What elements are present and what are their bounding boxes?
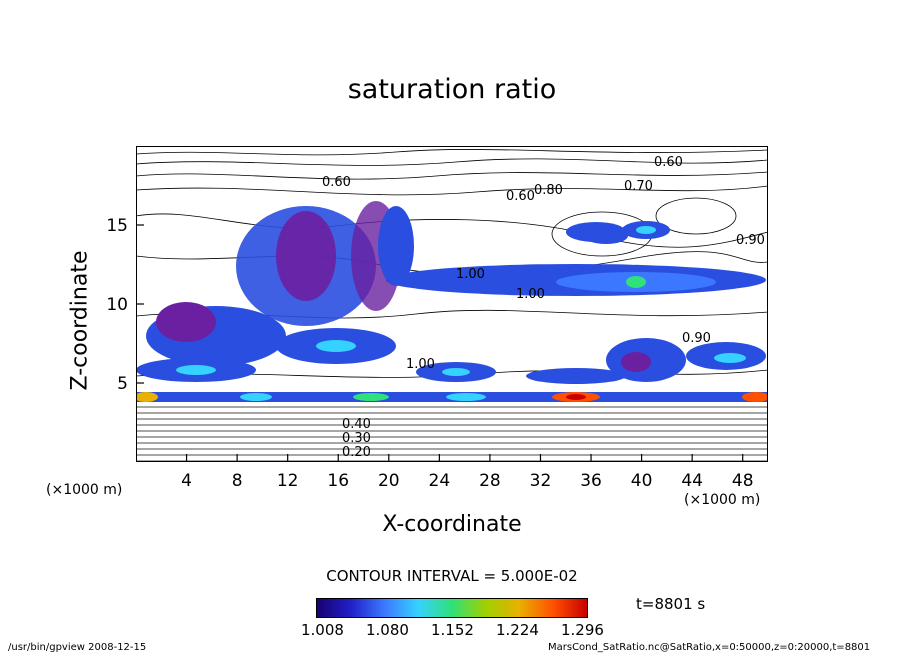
colorbar-label: 1.008 (301, 621, 344, 639)
x-tick-label: 8 (232, 471, 243, 491)
contour-labels: 0.60 0.60 0.60 0.70 0.80 0.90 1.00 1.00 … (322, 155, 765, 460)
footer-program-date: /usr/bin/gpview 2008-12-15 (8, 642, 147, 653)
contour-label: 0.60 (506, 189, 535, 204)
colorbar (316, 598, 588, 618)
time-label: t=8801 s (636, 595, 706, 613)
x-unit-label-left: (×1000 m) (46, 482, 123, 498)
y-tick-label: 10 (106, 295, 128, 315)
x-tick-label: 4 (181, 471, 192, 491)
x-tick-label: 20 (378, 471, 400, 491)
x-tick-label: 36 (580, 471, 602, 491)
contour-label: 0.60 (654, 155, 683, 170)
x-tick-label: 48 (732, 471, 754, 491)
colorbar-label: 1.152 (431, 621, 474, 639)
footer-data-source: MarsCond_SatRatio.nc@SatRatio,x=0:50000,… (548, 642, 871, 653)
x-tick-label: 12 (277, 471, 299, 491)
colorbar-label: 1.224 (496, 621, 539, 639)
x-tick-label: 16 (327, 471, 349, 491)
plot-frame (136, 146, 768, 462)
contour-label: 0.60 (322, 175, 351, 190)
x-tick-label: 32 (530, 471, 552, 491)
contour-label: 0.80 (534, 183, 563, 198)
contour-interval-text: CONTOUR INTERVAL = 5.000E-02 (326, 567, 578, 585)
y-axis-label-container: Z-coordinate (60, 251, 100, 391)
contour-label: 1.00 (406, 357, 435, 372)
chart-title: saturation ratio (347, 74, 557, 105)
contour-label: 1.00 (516, 287, 545, 302)
x-unit-label-right: (×1000 m) (684, 492, 761, 508)
contour-label: 0.20 (342, 445, 371, 460)
contour-label: 1.00 (456, 267, 485, 282)
colorbar-label: 1.296 (561, 621, 604, 639)
colorbar-label: 1.080 (366, 621, 409, 639)
x-tick-label: 24 (429, 471, 451, 491)
y-axis-label: Z-coordinate (67, 250, 93, 391)
contour-label: 0.30 (342, 431, 371, 446)
contour-label: 0.40 (342, 417, 371, 432)
contour-label: 0.90 (682, 331, 711, 346)
x-tick-label: 44 (681, 471, 703, 491)
y-tick-label: 15 (106, 216, 128, 236)
x-tick-label: 40 (631, 471, 653, 491)
x-axis-label: X-coordinate (382, 512, 522, 537)
x-tick-label: 28 (479, 471, 501, 491)
y-tick-label: 5 (117, 374, 128, 394)
plot-area: 0.60 0.60 0.60 0.70 0.80 0.90 1.00 1.00 … (136, 149, 768, 462)
contour-label: 0.90 (736, 233, 765, 248)
lower-contour-band (136, 402, 768, 462)
saturation-fill-regions (136, 201, 768, 402)
contour-label: 0.70 (624, 179, 653, 194)
